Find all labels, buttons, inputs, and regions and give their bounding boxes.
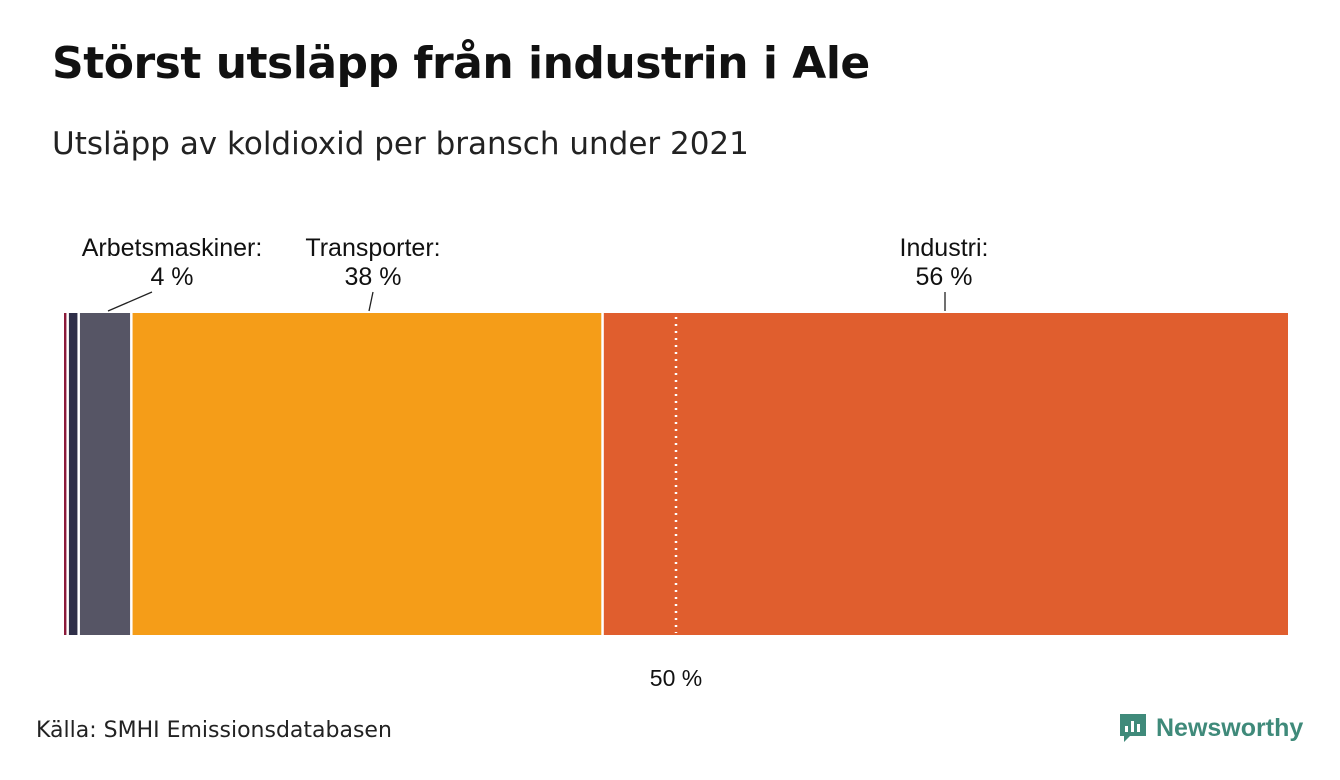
source-note: Källa: SMHI Emissionsdatabasen <box>36 718 392 743</box>
bar-segment-0 <box>64 313 68 635</box>
value-label-3: 38 % <box>345 263 402 291</box>
category-label-4: Industri: <box>900 234 989 262</box>
category-label-2: Arbetsmaskiner: <box>82 234 263 262</box>
leader-line-2 <box>107 291 153 312</box>
value-label-4: 56 % <box>916 263 973 291</box>
newsworthy-logo: Newsworthy <box>1118 712 1303 744</box>
brand-name: Newsworthy <box>1156 713 1304 742</box>
leader-line-3 <box>368 291 374 312</box>
newsworthy-logo-icon <box>1120 714 1146 742</box>
bar-segment-2 <box>78 313 132 635</box>
chart-subtitle: Utsläpp av koldioxid per bransch under 2… <box>52 126 749 162</box>
bar-segment-1 <box>67 313 79 635</box>
value-label-2: 4 % <box>150 263 193 291</box>
bar-segment-4 <box>602 313 1288 635</box>
chart-title: Störst utsläpp från industrin i Ale <box>52 38 870 89</box>
bar-segment-3 <box>131 313 603 635</box>
reference-line-label: 50 % <box>650 665 702 691</box>
category-label-3: Transporter: <box>305 234 440 262</box>
stacked-bar-chart: 50 % Arbetsmaskiner:4 % Transporter:38 % In… <box>64 234 1288 691</box>
